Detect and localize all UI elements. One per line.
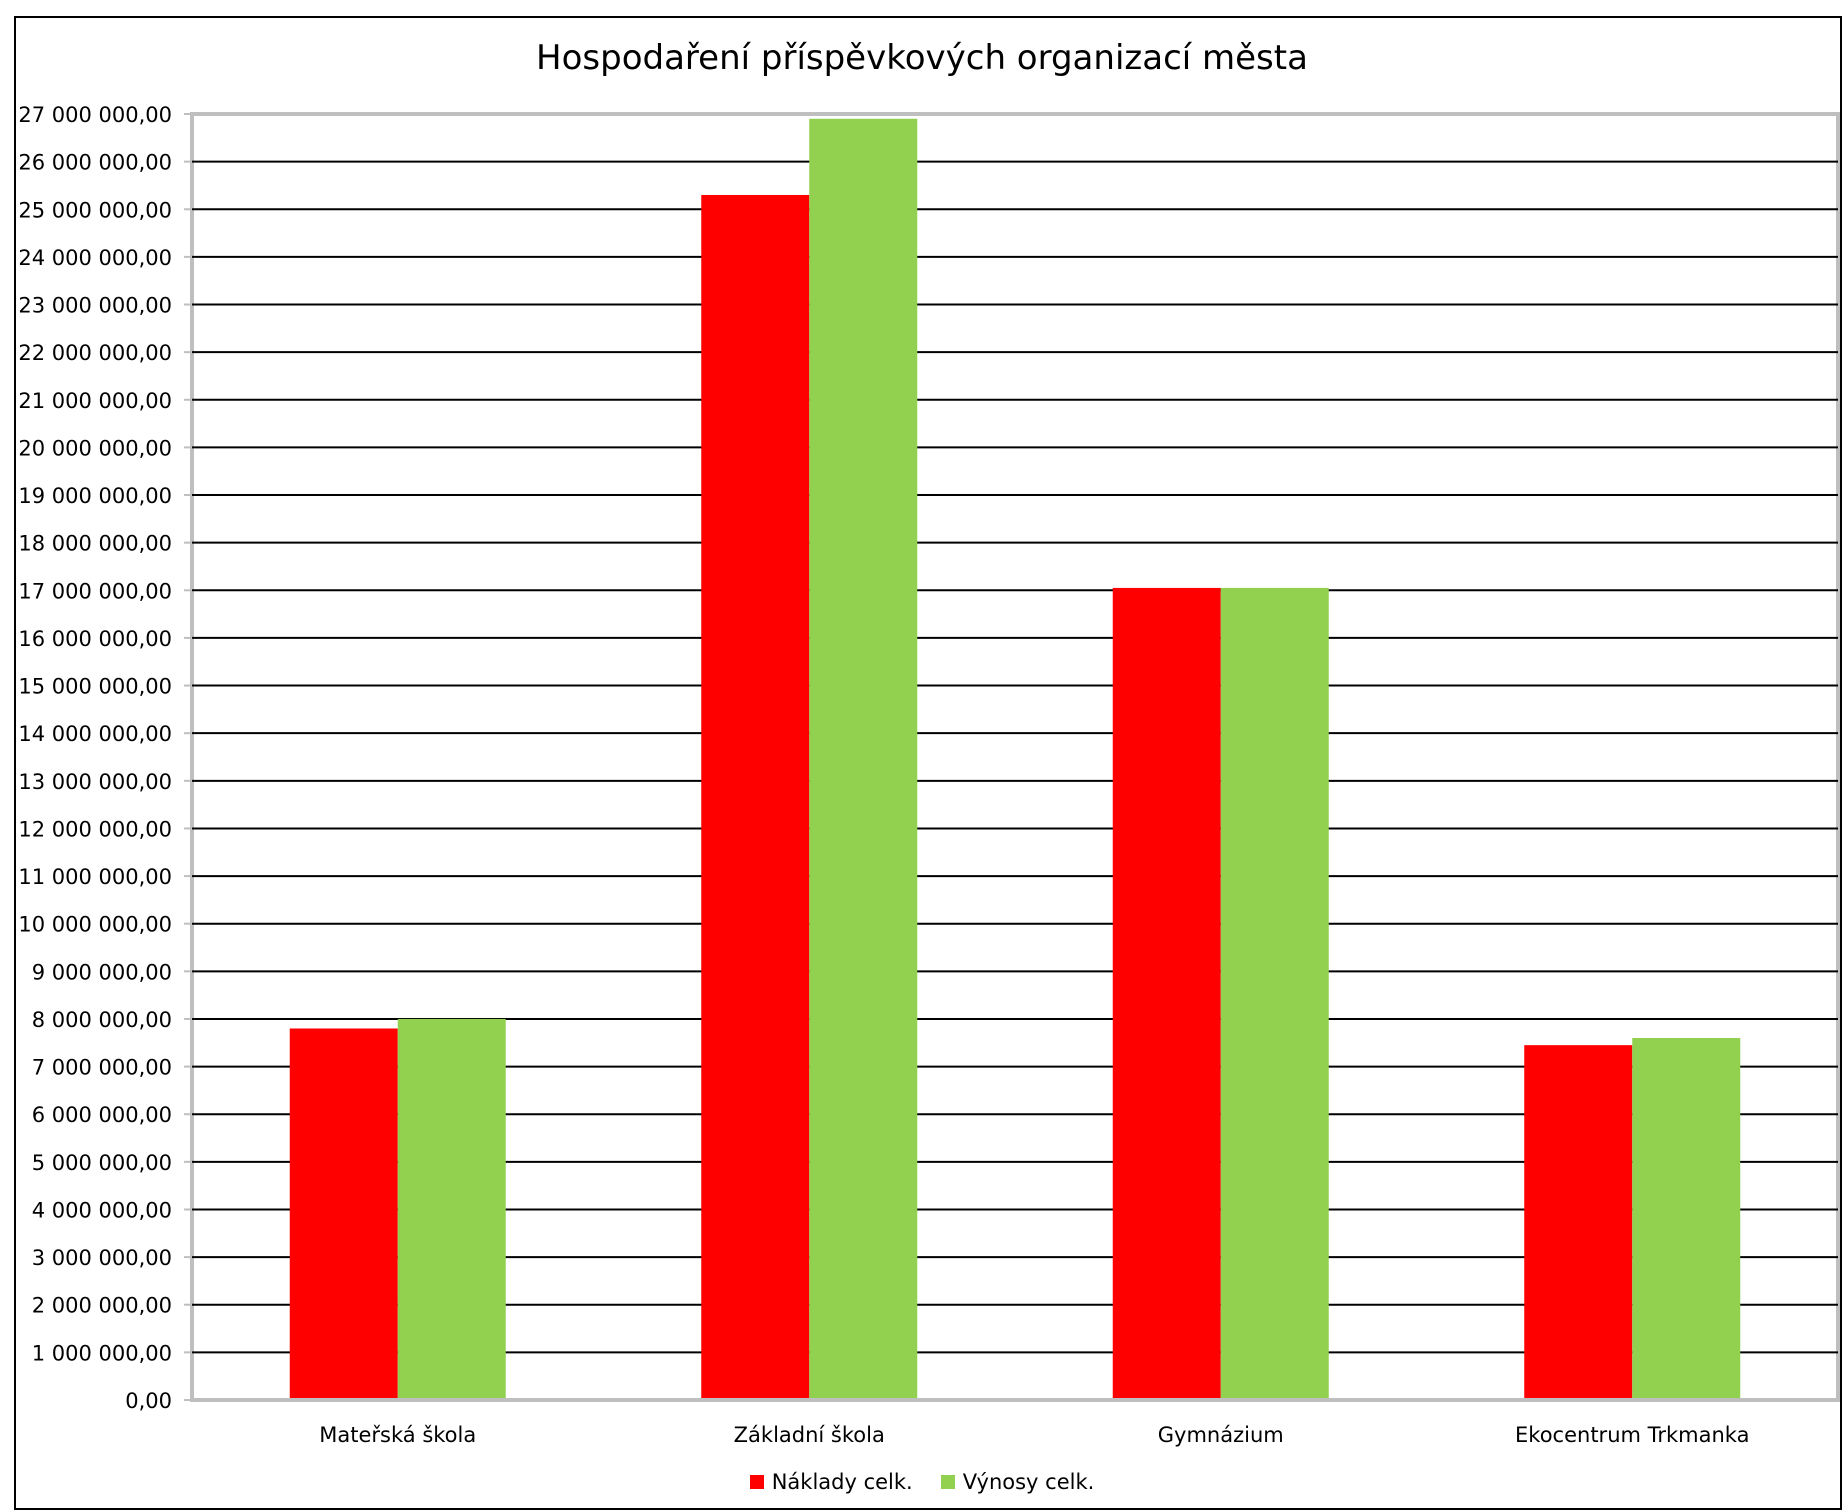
bar-vynosy <box>1220 587 1329 1400</box>
y-tick-label: 2 000 000,00 <box>32 1294 172 1318</box>
legend-item-naklady: Náklady celk. <box>749 1470 913 1494</box>
legend-item-vynosy: Výnosy celk. <box>940 1470 1095 1494</box>
y-tick-label: 20 000 000,00 <box>18 436 172 460</box>
y-tick-label: 23 000 000,00 <box>18 294 172 318</box>
y-tick-label: 8 000 000,00 <box>32 1008 172 1032</box>
y-tick-label: 25 000 000,00 <box>18 198 172 222</box>
x-category-label: Základní škola <box>734 1423 885 1447</box>
y-tick-label: 16 000 000,00 <box>18 627 172 651</box>
legend-swatch-vynosy <box>940 1475 955 1489</box>
y-tick-label: 18 000 000,00 <box>18 532 172 556</box>
chart-title: Hospodaření příspěvkových organizací měs… <box>536 38 1308 78</box>
y-tick-label: 17 000 000,00 <box>18 579 172 603</box>
bar-naklady <box>1112 587 1221 1400</box>
legend-swatch-naklady <box>749 1475 764 1489</box>
y-tick-label: 26 000 000,00 <box>18 151 172 175</box>
y-tick-label: 21 000 000,00 <box>18 389 172 413</box>
y-tick-label: 6 000 000,00 <box>32 1103 172 1127</box>
bar-naklady <box>289 1028 398 1400</box>
y-tick-label: 24 000 000,00 <box>18 246 172 270</box>
x-category-label: Mateřská škola <box>319 1423 476 1447</box>
y-tick-label: 14 000 000,00 <box>18 722 172 746</box>
bar-naklady <box>701 194 810 1401</box>
x-category-label: Gymnázium <box>1158 1423 1284 1447</box>
bar-vynosy <box>1632 1038 1741 1400</box>
legend-label-vynosy: Výnosy celk. <box>962 1470 1095 1494</box>
y-tick-label: 5 000 000,00 <box>32 1151 172 1175</box>
y-tick-label: 19 000 000,00 <box>18 484 172 508</box>
bar-vynosy <box>397 1018 506 1400</box>
y-tick-label: 13 000 000,00 <box>18 770 172 794</box>
y-tick-label: 22 000 000,00 <box>18 341 172 365</box>
x-category-label: Ekocentrum Trkmanka <box>1515 1423 1749 1447</box>
y-tick-label: 4 000 000,00 <box>32 1198 172 1222</box>
y-tick-label: 3 000 000,00 <box>32 1246 172 1270</box>
y-tick-label: 12 000 000,00 <box>18 817 172 841</box>
bar-vynosy <box>809 118 918 1401</box>
legend: Náklady celk. Výnosy celk. <box>0 1470 1844 1494</box>
bar-naklady <box>1524 1045 1633 1400</box>
y-tick-label: 10 000 000,00 <box>18 913 172 937</box>
y-tick-label: 1 000 000,00 <box>32 1341 172 1365</box>
y-tick-label: 15 000 000,00 <box>18 675 172 699</box>
y-tick-label: 27 000 000,00 <box>18 103 172 127</box>
y-tick-label: 11 000 000,00 <box>18 865 172 889</box>
y-tick-label: 0,00 <box>125 1389 172 1413</box>
y-tick-label: 7 000 000,00 <box>32 1056 172 1080</box>
y-tick-label: 9 000 000,00 <box>32 960 172 984</box>
legend-label-naklady: Náklady celk. <box>771 1470 913 1494</box>
